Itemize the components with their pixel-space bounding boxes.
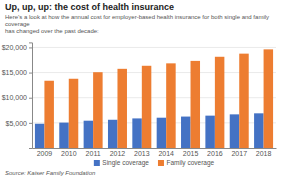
x-tick: 2011 xyxy=(86,150,101,157)
bar xyxy=(230,114,239,148)
bar xyxy=(239,54,248,148)
bar xyxy=(264,49,273,148)
y-tick-mark xyxy=(29,123,32,124)
bar xyxy=(35,124,44,148)
x-tick: 2018 xyxy=(256,150,272,157)
legend: Single coverage Family coverage xyxy=(94,159,215,167)
source: Source: Kaiser Family Foundation xyxy=(5,170,96,176)
x-tick: 2010 xyxy=(61,150,77,157)
x-tick: 2009 xyxy=(37,150,53,157)
legend-item: Single coverage xyxy=(94,159,149,167)
y-tick: $15,000 xyxy=(2,69,32,76)
plot: $5,000$10,000$15,000$20,0002009201020112… xyxy=(2,43,277,157)
x-tick-label: 2015 xyxy=(183,150,199,157)
bar xyxy=(84,121,93,148)
x-tick-label: 2014 xyxy=(158,150,174,157)
y-tick-label: $15,000 xyxy=(2,69,27,76)
legend-swatch xyxy=(94,160,100,166)
bar xyxy=(142,66,151,148)
y-tick-mark xyxy=(29,47,32,48)
x-tick-label: 2016 xyxy=(207,150,223,157)
x-tick: 2013 xyxy=(134,150,150,157)
series xyxy=(44,49,273,148)
bar xyxy=(108,120,117,148)
x-tick-label: 2013 xyxy=(134,150,150,157)
x-axis: 2009 2010 2011 2012 2013 2014 2015 2016 2017 2018 xyxy=(33,149,277,157)
x-tick: 2014 xyxy=(158,150,174,157)
legend-label: Single coverage xyxy=(102,159,149,167)
bar xyxy=(166,63,175,148)
x-tick: 2012 xyxy=(110,150,126,157)
x-tick-label: 2009 xyxy=(37,150,53,157)
grid-line xyxy=(32,47,276,48)
bar xyxy=(205,116,214,148)
x-tick: 2017 xyxy=(231,150,247,157)
legend-label: Family coverage xyxy=(166,159,214,167)
bar xyxy=(215,57,224,148)
x-tick: 2016 xyxy=(207,150,223,157)
title: Up, up, up: the cost of health insurance xyxy=(5,2,174,12)
bar xyxy=(69,79,78,148)
y-tick: $20,000 xyxy=(2,44,32,51)
legend-item: Family coverage xyxy=(158,159,215,167)
bar xyxy=(117,69,126,148)
x-tick: 2015 xyxy=(183,150,199,157)
x-tick-label: 2018 xyxy=(256,150,272,157)
legend-swatch xyxy=(158,160,164,166)
subtitle-line: Here’s a look at how the annual cost for… xyxy=(5,14,269,20)
bar xyxy=(93,72,102,148)
chart: Up, up, up: the cost of health insurance… xyxy=(0,0,282,178)
y-tick-label: $5,000 xyxy=(6,120,28,127)
bar xyxy=(132,118,141,148)
subtitle-line: has changed over the past decade: xyxy=(5,28,99,34)
y-tick-label: $20,000 xyxy=(2,44,27,51)
subtitle-line: coverage xyxy=(5,21,30,27)
y-axis-line xyxy=(29,43,33,149)
x-tick-label: 2011 xyxy=(86,150,101,157)
x-tick-label: 2017 xyxy=(231,150,247,157)
bar xyxy=(44,81,53,148)
bar xyxy=(157,118,166,148)
x-tick-label: 2010 xyxy=(61,150,77,157)
x-axis-line xyxy=(33,148,277,149)
bar xyxy=(191,61,200,148)
y-tick: $10,000 xyxy=(2,94,32,101)
x-tick-label: 2012 xyxy=(110,150,126,157)
y-axis: $5,000 $10,000 $15,000 $20,000 xyxy=(2,43,33,149)
bar xyxy=(59,123,68,148)
bar xyxy=(181,117,190,148)
y-tick-label: $10,000 xyxy=(2,94,27,101)
subtitle: Here’s a look at how the annual cost for… xyxy=(5,14,269,34)
y-tick-mark xyxy=(29,98,32,99)
y-tick: $5,000 xyxy=(6,120,32,127)
y-tick-mark xyxy=(29,73,32,74)
bars xyxy=(35,49,273,148)
bar xyxy=(254,113,263,148)
